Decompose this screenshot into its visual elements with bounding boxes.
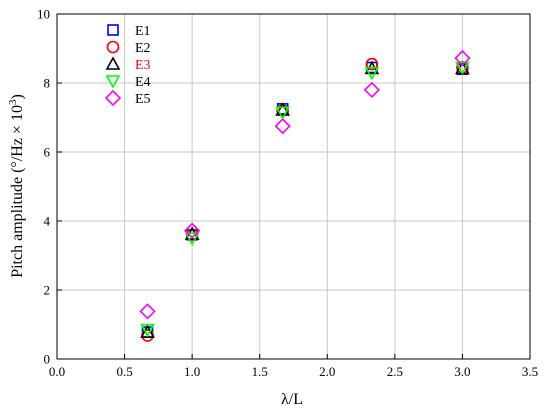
data-point-e3 [275,102,291,116]
legend-marker-e5 [104,89,122,107]
x-tick-label: 0.0 [49,364,65,379]
x-axis-title: λ/L [281,391,303,408]
data-points [139,50,471,342]
axis-ticks: 0.0 0.5 1.0 1.5 2.0 2.5 3.0 3.5 0 2 4 6 8 10 [37,7,538,380]
legend-label-e1: E1 [135,24,151,39]
y-axis-title: Pitch amplitude (°/Hz × 103) [7,94,26,278]
y-tick-label: 2 [44,283,51,298]
legend-marker-e4 [105,75,121,89]
y-tick-label: 6 [44,145,51,160]
y-tick-label: 10 [37,7,50,22]
x-tick-label: 1.0 [184,364,200,379]
legend-marker-e3 [105,56,121,70]
legend-label-e4: E4 [135,75,151,90]
data-point-e4 [364,66,380,81]
legend-marker-e2 [106,40,120,54]
grid-lines [57,14,530,359]
x-tick-label: 3.5 [522,364,538,379]
legend-label-e5: E5 [135,92,151,107]
data-point-e5 [139,303,156,320]
data-point-e4 [184,232,200,246]
legend-label-e3: E3 [135,58,151,73]
plot-area-frame [56,13,531,360]
data-point-e4 [455,61,470,76]
legend: E1 E2 E3 E4 E5 [104,24,151,107]
y-tick-label: 8 [44,76,51,91]
x-tick-label: 0.5 [116,364,132,379]
legend-label-e2: E2 [135,41,151,56]
data-point-e4 [140,323,155,338]
legend-marker-e1 [107,24,119,36]
x-tick-label: 1.5 [252,364,268,379]
data-point-e5 [274,117,291,135]
y-tick-label: 0 [44,352,51,367]
x-tick-label: 2.0 [319,364,335,379]
y-tick-label: 4 [44,214,51,229]
data-point-e2 [365,57,379,71]
x-tick-label: 3.0 [454,364,470,379]
data-point-e4 [275,106,291,120]
x-tick-label: 2.5 [387,364,403,379]
data-point-e5 [363,81,381,99]
data-point-e5 [454,50,471,67]
data-point-e5 [184,222,201,239]
